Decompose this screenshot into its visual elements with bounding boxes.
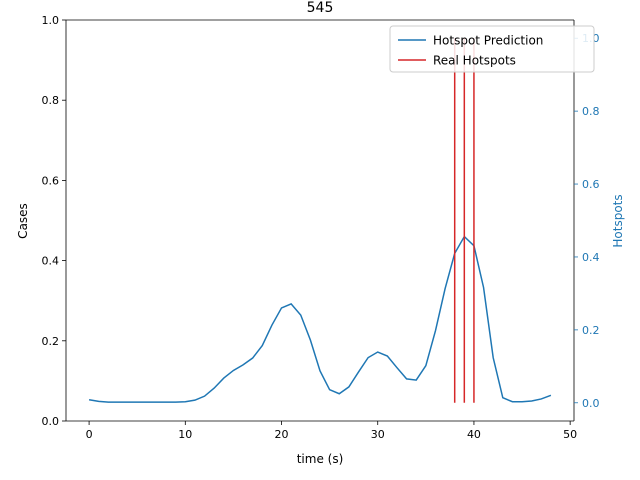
y-axis-label-left: Cases [16, 203, 30, 239]
y-tick-label-left: 0.8 [42, 94, 60, 107]
y-axis-label-right: Hotspots [611, 194, 625, 247]
legend-label-real: Real Hotspots [433, 54, 516, 68]
legend-label-prediction: Hotspot Prediction [433, 34, 543, 48]
y-tick-label-right: 0.0 [582, 397, 600, 410]
x-tick-label: 50 [563, 428, 577, 441]
y-tick-label-right: 0.2 [582, 324, 600, 337]
plot-area [88, 38, 552, 403]
x-tick-label: 20 [275, 428, 289, 441]
y-tick-label-left: 0.0 [42, 415, 60, 428]
y-tick-label-right: 0.4 [582, 251, 600, 264]
y-tick-label-right: 0.6 [582, 178, 600, 191]
y-tick-label-left: 1.0 [42, 14, 60, 27]
y-tick-label-left: 0.2 [42, 335, 60, 348]
y-tick-label-left: 0.4 [42, 255, 60, 268]
y-tick-label-right: 0.8 [582, 105, 600, 118]
x-tick-label: 10 [178, 428, 192, 441]
axes: 0 10 20 30 40 50 0.0 0.2 0.4 0.6 0.8 1.0 0.0 0.2 0.4 0.… [42, 14, 600, 441]
x-tick-label: 30 [371, 428, 385, 441]
x-axis-label: time (s) [297, 452, 344, 466]
legend-frame [389, 25, 595, 73]
legend: Hotspot Prediction Real Hotspots [389, 25, 595, 73]
x-tick-label: 40 [467, 428, 481, 441]
y-tick-label-left: 0.6 [42, 174, 60, 187]
x-tick-label: 0 [86, 428, 93, 441]
chart-title: 545 [307, 0, 334, 16]
